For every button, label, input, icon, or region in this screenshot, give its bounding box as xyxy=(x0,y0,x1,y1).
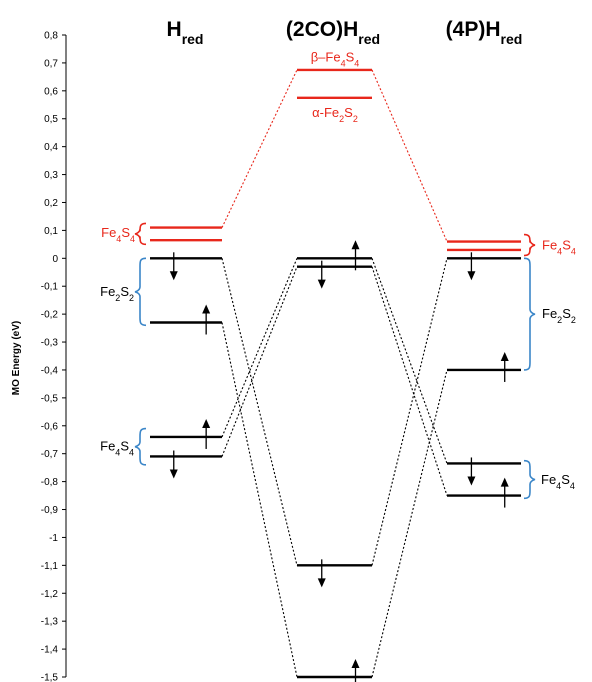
correlation-line xyxy=(371,69,448,242)
arrow-head xyxy=(317,578,326,588)
y-tick-label: -0,2 xyxy=(41,310,59,321)
y-tick-label: -1,1 xyxy=(41,561,59,572)
correlation-line xyxy=(371,258,448,464)
correlation-line xyxy=(371,266,448,496)
label-beta-fe4s4: β–Fe4S4 xyxy=(311,49,360,68)
spin-up-arrow xyxy=(351,240,360,271)
spin-up-arrow xyxy=(500,477,509,508)
arrow-head xyxy=(467,476,476,486)
column-title: (2CO)Hred xyxy=(286,18,380,47)
arrow-head xyxy=(317,279,326,289)
correlation-line xyxy=(221,258,298,438)
arrow-head xyxy=(500,351,509,361)
y-tick-label: -0,1 xyxy=(41,282,59,293)
level-labels: Fe4S4 Fe2S2 Fe4S4 β–Fe4S4 α-Fe2S2 Fe4S4 Fe2S2 F… xyxy=(100,49,576,491)
bracket-fe4s4-left xyxy=(134,427,147,466)
spin-up-arrow xyxy=(202,418,211,449)
correlation-line xyxy=(221,322,298,678)
spin-down-arrow xyxy=(169,450,178,479)
arrow-head xyxy=(467,271,476,281)
y-tick-label: -0,8 xyxy=(41,477,59,488)
bracket-fe2s2-right xyxy=(523,257,536,371)
spin-up-arrow xyxy=(500,351,509,382)
y-tick-label: -0,4 xyxy=(41,365,59,376)
bracket-fe4s4-red-left xyxy=(134,222,147,246)
energy-levels xyxy=(150,68,521,679)
arrow-head xyxy=(202,418,211,428)
spin-down-arrow xyxy=(467,252,476,281)
spin-up-arrow xyxy=(351,659,360,682)
y-tick-label: -0,3 xyxy=(41,338,59,349)
y-tick-label: -0,5 xyxy=(41,393,59,404)
y-tick-label: -1 xyxy=(49,533,58,544)
arrow-head xyxy=(351,240,360,250)
y-tick-label: 0,2 xyxy=(44,198,58,209)
y-tick-label: -1,3 xyxy=(41,617,59,628)
y-axis-label: MO Energy (eV) xyxy=(11,321,22,395)
y-tick-label: -0,7 xyxy=(41,449,59,460)
bracket-fe4s4-red-right xyxy=(523,233,536,257)
y-tick-label: -1,2 xyxy=(41,589,59,600)
correlation-lines xyxy=(221,69,448,678)
y-tick-label: 0,5 xyxy=(44,114,58,125)
y-tick-label: -0,6 xyxy=(41,421,59,432)
spin-down-arrow xyxy=(169,252,178,281)
spin-up-arrow xyxy=(202,304,211,335)
label-fe4s4-right: Fe4S4 xyxy=(541,472,575,491)
brackets xyxy=(134,222,536,500)
y-tick-label: 0,6 xyxy=(44,86,58,97)
arrow-head xyxy=(169,271,178,281)
correlation-line xyxy=(371,369,448,678)
spin-down-arrow xyxy=(317,260,326,289)
label-alpha-fe2s2: α-Fe2S2 xyxy=(312,105,358,124)
y-tick-label: 0,4 xyxy=(44,142,58,153)
arrow-head xyxy=(500,477,509,487)
arrow-head xyxy=(169,469,178,479)
correlation-line xyxy=(221,266,298,457)
column-title: (4P)Hred xyxy=(446,18,523,47)
spin-down-arrow xyxy=(467,457,476,486)
y-tick-label: 0 xyxy=(52,254,58,265)
bracket-fe2s2-left xyxy=(134,257,147,327)
spin-down-arrow xyxy=(317,559,326,588)
y-tick-label: -1,5 xyxy=(41,673,59,682)
label-fe4s4-left: Fe4S4 xyxy=(100,439,134,458)
correlation-line xyxy=(371,258,448,566)
arrow-head xyxy=(202,304,211,314)
arrow-head xyxy=(351,659,360,668)
y-tick-label: -0,9 xyxy=(41,505,59,516)
column-titles: Hred (2CO)Hred (4P)Hred xyxy=(167,18,523,47)
column-title: Hred xyxy=(167,18,204,47)
y-tick-label: 0,3 xyxy=(44,170,58,181)
y-tick-label: 0,1 xyxy=(44,226,58,237)
label-fe2s2-left: Fe2S2 xyxy=(100,284,134,303)
correlation-line xyxy=(221,69,298,228)
y-axis: 0,8 0,7 0,6 0,5 0,4 0,3 0,2 0,1 0 -0,1 -0,2 -0,3 -0,… xyxy=(41,31,67,682)
label-fe2s2-right: Fe2S2 xyxy=(542,306,576,325)
spin-arrows xyxy=(169,240,509,682)
bracket-fe4s4-right xyxy=(523,459,536,500)
label-fe4s4-red-right: Fe4S4 xyxy=(542,238,576,257)
label-fe4s4-red-left: Fe4S4 xyxy=(101,225,135,244)
y-tick-label: -1,4 xyxy=(41,645,59,656)
y-tick-label: 0,8 xyxy=(44,31,58,42)
correlation-line xyxy=(221,258,298,566)
y-tick-label: 0,7 xyxy=(44,58,58,69)
